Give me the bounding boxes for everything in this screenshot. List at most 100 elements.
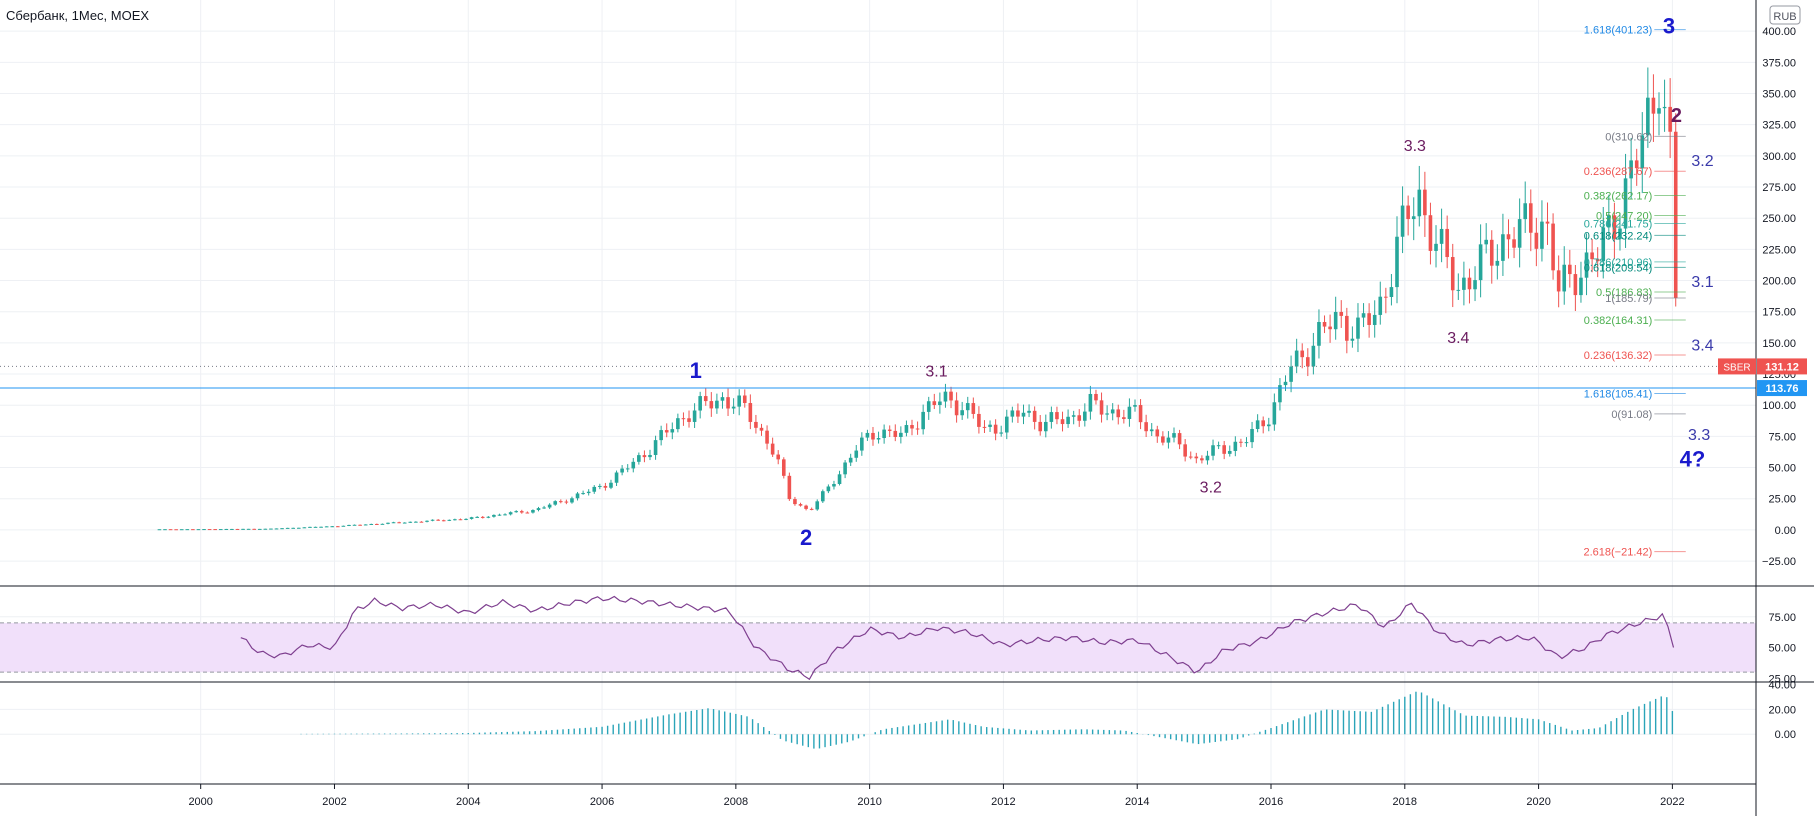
candle-body — [469, 517, 474, 519]
wave-label-3.3: 3.3 — [1404, 138, 1426, 155]
candle-body — [1094, 393, 1098, 401]
candle-body — [787, 475, 792, 500]
candle-body — [1528, 203, 1533, 233]
candle-body — [570, 498, 574, 503]
candle-body — [804, 505, 808, 509]
candle-body — [1673, 131, 1678, 298]
candle-body — [1668, 106, 1672, 132]
candle-body — [441, 520, 446, 522]
y-tick-label: 75.00 — [1768, 431, 1796, 443]
candle-body — [1038, 421, 1043, 432]
y-tick-label: −25.00 — [1762, 556, 1796, 568]
fib-label-11: 0.382(164.31) — [1584, 315, 1653, 327]
candle-body — [793, 499, 797, 505]
candle-body — [860, 437, 864, 451]
candle-body — [336, 526, 340, 528]
candle-body — [1651, 97, 1656, 114]
candle-body — [1434, 243, 1438, 251]
candle-body — [943, 391, 948, 402]
x-tick-label-2010: 2010 — [857, 796, 881, 808]
candle-body — [402, 522, 407, 524]
y-tick-label: 350.00 — [1762, 89, 1796, 101]
candle-body — [1043, 421, 1048, 432]
candle-body — [1200, 458, 1204, 461]
candle-body — [821, 491, 825, 502]
candle-body — [313, 526, 318, 528]
candle-body — [1372, 314, 1377, 325]
candle-body — [1289, 366, 1293, 382]
candle-body — [408, 521, 413, 523]
candle-body — [308, 526, 312, 528]
candle-body — [887, 429, 892, 431]
chart-title: Сбербанк, 1Мес, MOEX — [6, 8, 149, 23]
fib-label-6: 0.618(232.24) — [1584, 230, 1653, 242]
candle-body — [776, 454, 781, 460]
fib-label-5: 0.786(241.75) — [1584, 218, 1653, 230]
candle-body — [191, 529, 195, 531]
candle-body — [1428, 215, 1433, 251]
rsi-y-tick-label: 75.00 — [1768, 612, 1796, 624]
candle-body — [1439, 228, 1444, 244]
candle-body — [770, 443, 775, 455]
candles — [157, 67, 1678, 531]
candle-body — [1322, 321, 1327, 327]
candle-body — [1161, 436, 1165, 443]
candle-body — [709, 401, 714, 409]
candle-body — [1166, 437, 1171, 443]
x-tick-label-2016: 2016 — [1259, 796, 1283, 808]
candle-body — [670, 429, 675, 433]
candle-body — [1607, 215, 1611, 228]
candle-body — [369, 523, 374, 525]
candle-body — [241, 528, 245, 530]
candle-body — [207, 529, 212, 531]
candle-body — [1294, 350, 1299, 367]
fib-label-9: 0.5(186.83) — [1596, 287, 1652, 299]
candle-body — [547, 504, 552, 508]
candle-body — [592, 486, 597, 492]
candle-body — [213, 529, 217, 531]
candle-body — [960, 410, 964, 416]
y-tick-label: 225.00 — [1762, 244, 1796, 256]
price-tag-value: 131.12 — [1765, 361, 1799, 373]
candle-body — [514, 511, 519, 513]
candle-body — [430, 519, 435, 521]
candle-body — [598, 485, 602, 487]
candle-body — [1612, 215, 1617, 239]
candle-body — [1534, 232, 1539, 249]
candle-body — [1233, 441, 1238, 451]
y-tick-label: 250.00 — [1762, 213, 1796, 225]
candle-body — [1283, 381, 1288, 386]
wave-label-2: 2 — [1671, 105, 1682, 127]
candle-body — [1194, 456, 1199, 459]
candle-body — [1634, 160, 1639, 169]
candle-body — [179, 529, 184, 531]
currency-badge-box[interactable] — [1769, 5, 1801, 25]
x-tick-label-2000: 2000 — [188, 796, 212, 808]
candle-body — [648, 454, 652, 458]
candle-body — [1640, 135, 1645, 169]
candle-body — [1339, 311, 1344, 316]
currency-badge[interactable]: RUB — [1773, 11, 1796, 23]
fib-label-14: 0(91.08) — [1611, 409, 1652, 421]
candle-body — [475, 516, 479, 518]
candle-body — [620, 468, 624, 473]
x-tick-label-2004: 2004 — [456, 796, 480, 808]
y-tick-label: 200.00 — [1762, 276, 1796, 288]
fib-label-3: 0.382(262.17) — [1584, 191, 1653, 203]
candle-body — [720, 397, 725, 401]
candle-body — [843, 462, 847, 475]
fib-labels: 1.618(401.23) 0(310.62) 0.236(287.67) 0.382… — [1583, 25, 1686, 559]
wave-label-2: 2 — [800, 525, 812, 550]
candle-body — [1501, 234, 1505, 261]
candle-body — [352, 524, 357, 526]
candle-body — [1311, 345, 1316, 367]
candle-body — [965, 403, 970, 411]
wave-labels: 1 2 3.1 3.2 3.3 3.4 3 2 3.2 3.1 3.4 3.3 4? — [690, 14, 1714, 550]
candle-body — [1395, 236, 1399, 288]
candle-body — [932, 401, 937, 406]
hist-y-tick-label: 20.00 — [1768, 704, 1796, 716]
candle-body — [1584, 252, 1589, 278]
fib-label-0: 1.618(401.23) — [1584, 25, 1653, 37]
wave-label-3.4: 3.4 — [1447, 330, 1469, 347]
candle-body — [1657, 108, 1661, 114]
